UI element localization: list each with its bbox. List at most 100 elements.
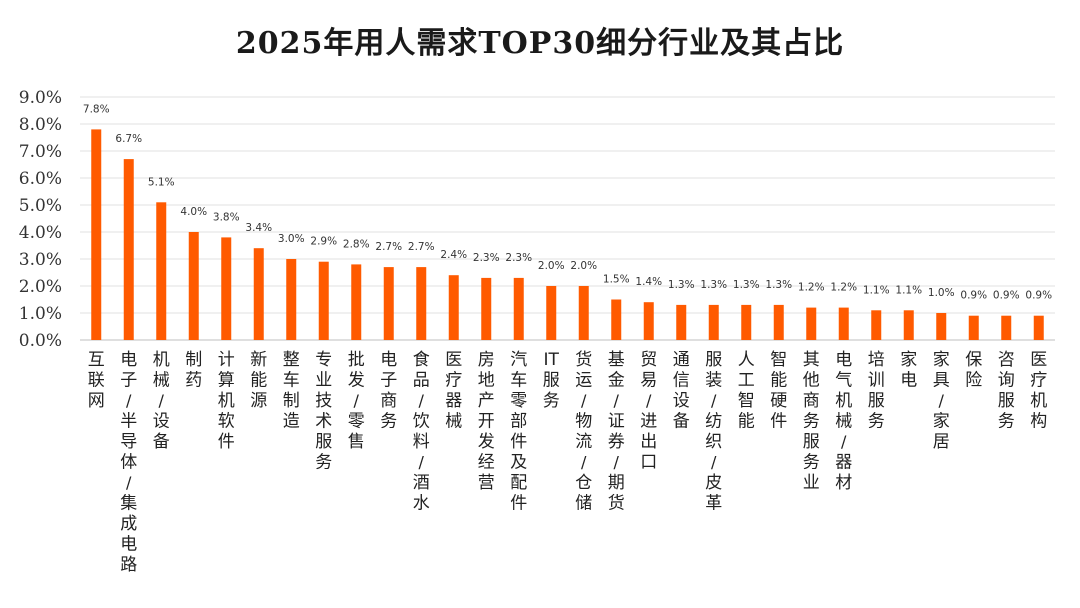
data-label: 3.0% bbox=[278, 233, 305, 245]
data-label: 5.1% bbox=[148, 176, 175, 188]
bar bbox=[156, 202, 167, 340]
category-label: 服装/纺织/皮革 bbox=[705, 350, 722, 514]
category-label: 新能源 bbox=[250, 350, 267, 411]
bar bbox=[91, 129, 102, 340]
data-label: 2.7% bbox=[375, 241, 402, 253]
category-label: 批发/零售 bbox=[348, 350, 365, 452]
data-labels: 7.8% 6.7% 5.1% 4.0% 3.8% 3.4% 3.0% 2.9% 2.8% 2.7%… bbox=[83, 103, 1052, 301]
bar bbox=[221, 237, 232, 340]
bar bbox=[643, 302, 654, 340]
category-label: 专业技术服务 bbox=[315, 350, 332, 473]
category-label: 智能硬件 bbox=[770, 350, 787, 432]
bar bbox=[708, 304, 719, 340]
data-label: 1.1% bbox=[895, 284, 922, 296]
bar bbox=[773, 304, 784, 340]
bar bbox=[936, 313, 947, 340]
data-label: 2.3% bbox=[505, 252, 532, 264]
y-tick-label: 2.0% bbox=[19, 277, 62, 297]
category-label: 货运/物流/仓储 bbox=[575, 350, 592, 514]
bar bbox=[286, 259, 297, 340]
bar bbox=[838, 307, 849, 340]
category-label: 制药 bbox=[185, 350, 202, 391]
data-label: 1.3% bbox=[668, 279, 695, 291]
bar bbox=[188, 232, 199, 340]
y-tick-label: 3.0% bbox=[19, 250, 62, 270]
data-label: 2.9% bbox=[310, 236, 337, 248]
category-label: 通信设备 bbox=[673, 350, 690, 432]
category-label: 整车制造 bbox=[283, 350, 300, 432]
bar bbox=[416, 267, 427, 340]
category-label: 家具/家居 bbox=[933, 350, 950, 452]
y-tick-label: 9.0% bbox=[19, 88, 62, 108]
y-tick-label: 5.0% bbox=[19, 196, 62, 216]
category-label: 咨询服务 bbox=[998, 350, 1015, 432]
category-label: 房地产开发经营 bbox=[478, 350, 495, 493]
category-label: 保险 bbox=[965, 350, 982, 391]
bar bbox=[968, 315, 979, 340]
bar bbox=[578, 286, 589, 340]
category-label: IT 服务 bbox=[543, 350, 560, 411]
data-label: 0.9% bbox=[960, 290, 987, 302]
category-label: 培训服务 bbox=[868, 350, 885, 432]
category-label: 机械/设备 bbox=[153, 350, 170, 452]
category-label: 互联网 bbox=[88, 350, 105, 411]
category-label: 基金/证券/期货 bbox=[608, 350, 625, 514]
data-label: 1.4% bbox=[635, 276, 662, 288]
bar bbox=[383, 267, 394, 340]
data-label: 1.3% bbox=[733, 279, 760, 291]
data-label: 1.5% bbox=[603, 274, 630, 286]
data-label: 1.0% bbox=[928, 287, 955, 299]
x-axis-categories: 互联网电子/半导体/集成电路机械/设备制药计算机软件新能源整车制造专业技术服务批… bbox=[88, 350, 1048, 575]
data-label: 2.3% bbox=[473, 252, 500, 264]
data-label: 2.8% bbox=[343, 238, 370, 250]
category-label: 电气机械/器材 bbox=[835, 350, 852, 493]
bar bbox=[253, 248, 264, 340]
data-label: 1.3% bbox=[700, 279, 727, 291]
category-label: 贸易/进出口 bbox=[640, 350, 657, 473]
bar bbox=[611, 299, 622, 340]
bars bbox=[91, 129, 1044, 340]
data-label: 0.9% bbox=[993, 290, 1020, 302]
bar bbox=[123, 159, 134, 340]
data-label: 1.3% bbox=[765, 279, 792, 291]
bar bbox=[871, 310, 882, 340]
y-tick-label: 8.0% bbox=[19, 115, 62, 135]
data-label: 2.4% bbox=[440, 249, 467, 261]
bar bbox=[903, 310, 914, 340]
data-label: 1.2% bbox=[798, 282, 825, 294]
category-label: 家电 bbox=[900, 350, 917, 391]
bar bbox=[806, 307, 817, 340]
y-tick-label: 1.0% bbox=[19, 304, 62, 324]
category-label: 汽车零部件及配件 bbox=[510, 350, 527, 514]
y-tick-label: 6.0% bbox=[19, 169, 62, 189]
y-tick-label: 7.0% bbox=[19, 142, 62, 162]
category-label: 电子/半导体/集成电路 bbox=[120, 350, 137, 575]
bar bbox=[1033, 315, 1044, 340]
bar bbox=[741, 304, 752, 340]
y-tick-label: 4.0% bbox=[19, 223, 62, 243]
data-label: 1.2% bbox=[830, 282, 857, 294]
category-label: 人工智能 bbox=[738, 350, 755, 432]
category-label: 电子商务 bbox=[380, 350, 397, 432]
data-label: 1.1% bbox=[863, 284, 890, 296]
data-label: 6.7% bbox=[115, 133, 142, 145]
bar bbox=[513, 277, 524, 340]
data-label: 2.0% bbox=[570, 260, 597, 272]
data-label: 3.8% bbox=[213, 211, 240, 223]
bar bbox=[351, 264, 362, 340]
bar bbox=[676, 304, 687, 340]
data-label: 2.0% bbox=[538, 260, 565, 272]
data-label: 2.7% bbox=[408, 241, 435, 253]
category-label: 计算机软件 bbox=[218, 350, 235, 452]
data-label: 4.0% bbox=[180, 206, 207, 218]
bar bbox=[1001, 315, 1012, 340]
data-label: 3.4% bbox=[245, 222, 272, 234]
bar bbox=[546, 286, 557, 340]
bar bbox=[318, 261, 329, 340]
bar bbox=[448, 275, 459, 340]
chart-title: 2025年用人需求TOP30细分行业及其占比 bbox=[235, 26, 845, 61]
category-label: 其他商务服务业 bbox=[803, 350, 820, 493]
category-label: 食品/饮料/酒水 bbox=[413, 350, 430, 514]
